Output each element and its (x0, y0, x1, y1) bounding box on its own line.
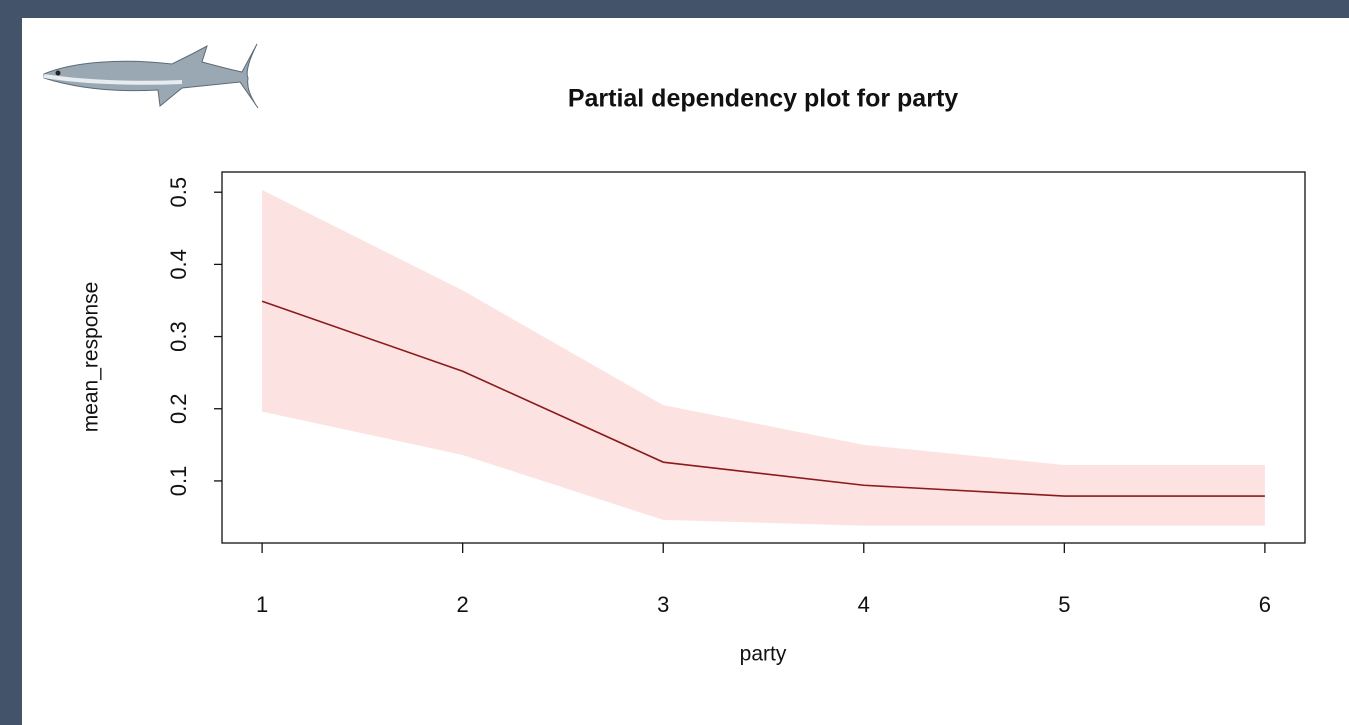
x-tick-label: 5 (1058, 592, 1070, 617)
chart-title: Partial dependency plot for party (568, 85, 958, 113)
x-tick-label: 2 (457, 592, 469, 617)
y-tick-label: 0.4 (166, 249, 191, 280)
confidence-band (262, 190, 1265, 526)
x-tick-label: 6 (1259, 592, 1271, 617)
x-tick-label: 1 (256, 592, 268, 617)
y-tick-label: 0.3 (166, 321, 191, 352)
fish-logo (44, 44, 258, 108)
y-tick-label: 0.1 (166, 466, 191, 497)
y-tick-label: 0.5 (166, 177, 191, 208)
x-tick-label: 3 (657, 592, 669, 617)
x-axis-label: party (740, 643, 787, 666)
chart: Partial dependency plot for party party … (0, 0, 1349, 725)
y-tick-label: 0.2 (166, 393, 191, 424)
y-axis-label: mean_response (80, 282, 103, 433)
x-tick-label: 4 (858, 592, 870, 617)
page: {"chart_data": {"type": "line", "title":… (0, 0, 1349, 725)
